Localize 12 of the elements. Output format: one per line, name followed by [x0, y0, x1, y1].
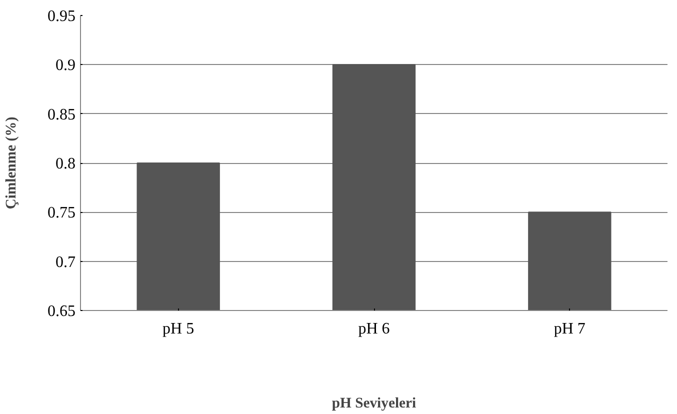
x-axis-title: pH Seviyeleri	[332, 396, 416, 412]
x-tick-label: pH 6	[358, 320, 390, 338]
x-tick-label: pH 7	[554, 320, 586, 338]
y-tick-label: 0.7	[56, 254, 76, 271]
y-tick-label: 0.85	[48, 106, 76, 124]
y-tick-label: 0.8	[56, 156, 76, 172]
y-axis-title: Çimlenme (%)	[4, 116, 20, 210]
y-tick-label: 0.65	[48, 303, 76, 320]
x-tick-label: pH 5	[162, 320, 194, 338]
y-tick-label: 0.75	[48, 204, 76, 222]
y-tick-label: 0.9	[56, 57, 76, 74]
y-tick-label: 0.95	[48, 8, 76, 25]
